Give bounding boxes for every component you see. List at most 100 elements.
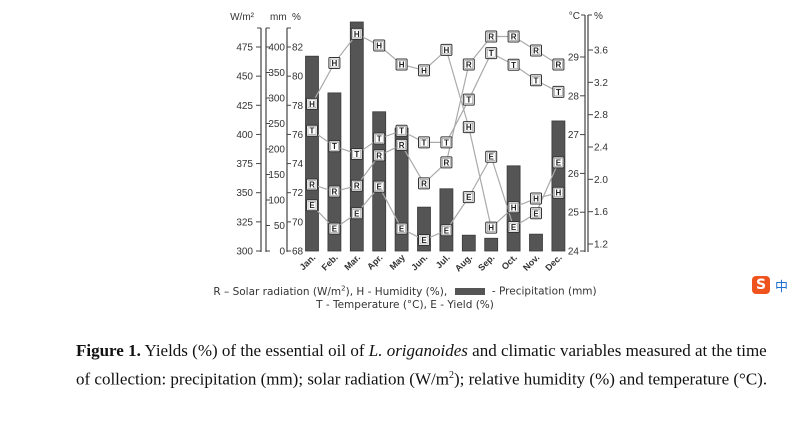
marker-box bbox=[552, 156, 565, 169]
marker-letter: H bbox=[533, 195, 539, 204]
marker-box bbox=[418, 233, 430, 246]
marker-e-aug: E bbox=[462, 191, 475, 204]
marker-inner-box bbox=[531, 194, 541, 203]
marker-letter: T bbox=[422, 138, 427, 147]
marker-letter: R bbox=[421, 179, 427, 188]
month-label: Jun. bbox=[409, 252, 429, 272]
marker-r-sep: R bbox=[485, 30, 498, 43]
marker-box bbox=[350, 207, 363, 220]
marker-letter: R bbox=[376, 151, 382, 160]
humidity-axis-label: % bbox=[292, 12, 301, 23]
marker-inner-box bbox=[531, 209, 541, 218]
marker-h-apr: H bbox=[373, 39, 386, 52]
marker-r-feb: R bbox=[328, 185, 341, 198]
marker-letter: H bbox=[354, 30, 360, 39]
marker-letter: R bbox=[533, 46, 539, 55]
marker-letter: T bbox=[354, 150, 359, 159]
marker-box bbox=[552, 85, 565, 98]
marker-inner-box bbox=[554, 87, 563, 97]
marker-inner-box bbox=[486, 48, 496, 58]
marker-e-mar: E bbox=[350, 207, 363, 220]
marker-box bbox=[395, 138, 408, 151]
marker-t-oct: T bbox=[507, 58, 520, 71]
marker-r-mar: R bbox=[350, 179, 363, 192]
species-name: L. origanoides bbox=[368, 341, 468, 360]
axes: W/m² mm % 300 325 350 375 400 425 450 475 0 50 100 150… bbox=[230, 11, 608, 258]
precipitation-bar-dec bbox=[551, 120, 566, 252]
mm-tick-label: 100 bbox=[268, 196, 285, 207]
marker-box bbox=[395, 58, 408, 71]
marker-letter: T bbox=[332, 142, 337, 151]
series-markers: R R R R R R R R R R R R H H H H H H H H H H H H T T T T T T T T T T T T E E E E… bbox=[306, 27, 565, 246]
marker-r-jan: R bbox=[306, 178, 318, 191]
marker-letter: E bbox=[533, 209, 539, 218]
marker-inner-box bbox=[419, 66, 429, 75]
wm2-axis-label: W/m² bbox=[230, 12, 255, 23]
marker-e-may: E bbox=[395, 222, 408, 235]
marker-box bbox=[373, 180, 386, 193]
marker-inner-box bbox=[486, 223, 496, 232]
marker-inner-box bbox=[307, 126, 317, 135]
marker-letter: H bbox=[421, 66, 427, 75]
marker-box bbox=[350, 179, 363, 192]
yield-tick-label: 3.2 bbox=[594, 78, 608, 89]
marker-t-mar: T bbox=[350, 148, 363, 160]
marker-h-jul: H bbox=[440, 43, 453, 56]
marker-letter: R bbox=[488, 33, 494, 42]
marker-letter: T bbox=[489, 49, 494, 58]
ime-mode-chinese[interactable]: 中 bbox=[775, 279, 789, 295]
marker-box bbox=[462, 191, 475, 204]
marker-h-oct: H bbox=[507, 201, 520, 214]
mm-axis-label: mm bbox=[270, 12, 287, 23]
marker-inner-box bbox=[442, 138, 451, 147]
ime-indicator[interactable]: S 中 bbox=[752, 274, 796, 296]
mm-tick-label: 300 bbox=[268, 94, 285, 105]
marker-r-aug: R bbox=[462, 58, 475, 71]
figure-caption: Figure 1. Yields (%) of the essential oi… bbox=[76, 341, 768, 389]
marker-letter: H bbox=[466, 123, 472, 132]
marker-box bbox=[306, 124, 318, 137]
temperature-tick-label: 24 bbox=[568, 247, 580, 258]
marker-letter: T bbox=[466, 96, 471, 105]
wm2-tick-label: 450 bbox=[236, 72, 253, 83]
marker-e-oct: E bbox=[507, 221, 520, 234]
marker-inner-box bbox=[307, 180, 317, 189]
marker-inner-box bbox=[352, 181, 362, 190]
marker-inner-box bbox=[464, 192, 474, 202]
marker-t-dec: T bbox=[552, 85, 565, 98]
marker-inner-box bbox=[554, 60, 563, 69]
marker-letter: E bbox=[444, 226, 450, 235]
legend-precipitation-swatch bbox=[454, 288, 485, 295]
marker-h-aug: H bbox=[462, 121, 475, 134]
marker-inner-box bbox=[397, 140, 406, 150]
yield-tick-label: 2.4 bbox=[594, 143, 608, 154]
marker-box bbox=[507, 221, 520, 234]
marker-e-feb: E bbox=[328, 222, 341, 235]
marker-box bbox=[552, 58, 565, 71]
legend-line-2: T - Temperature (°C), E - Yield (%) bbox=[5, 299, 800, 311]
marker-inner-box bbox=[352, 209, 362, 218]
humidity-tick-label: 72 bbox=[292, 188, 304, 199]
marker-box bbox=[328, 140, 341, 153]
marker-box bbox=[530, 74, 542, 87]
mm-tick-label: 400 bbox=[268, 43, 285, 54]
marker-box bbox=[530, 207, 542, 220]
marker-letter: R bbox=[511, 33, 517, 42]
marker-letter: T bbox=[377, 134, 382, 143]
month-label: Jul. bbox=[434, 252, 452, 270]
mm-tick-label: 150 bbox=[268, 170, 285, 181]
sogou-logo-icon[interactable]: S bbox=[752, 276, 770, 294]
marker-letter: H bbox=[556, 189, 562, 198]
marker-letter: R bbox=[556, 60, 562, 69]
marker-box bbox=[306, 178, 318, 191]
marker-t-jul: T bbox=[440, 136, 453, 149]
yield-tick-label: 1.6 bbox=[594, 207, 608, 218]
humidity-tick-label: 68 bbox=[292, 247, 304, 258]
marker-box bbox=[530, 44, 542, 57]
marker-inner-box bbox=[442, 45, 451, 55]
marker-box bbox=[485, 221, 498, 234]
temperature-tick-label: 26 bbox=[568, 169, 580, 180]
humidity-tick-label: 70 bbox=[292, 217, 304, 228]
marker-letter: H bbox=[309, 100, 315, 109]
marker-inner-box bbox=[374, 151, 384, 160]
